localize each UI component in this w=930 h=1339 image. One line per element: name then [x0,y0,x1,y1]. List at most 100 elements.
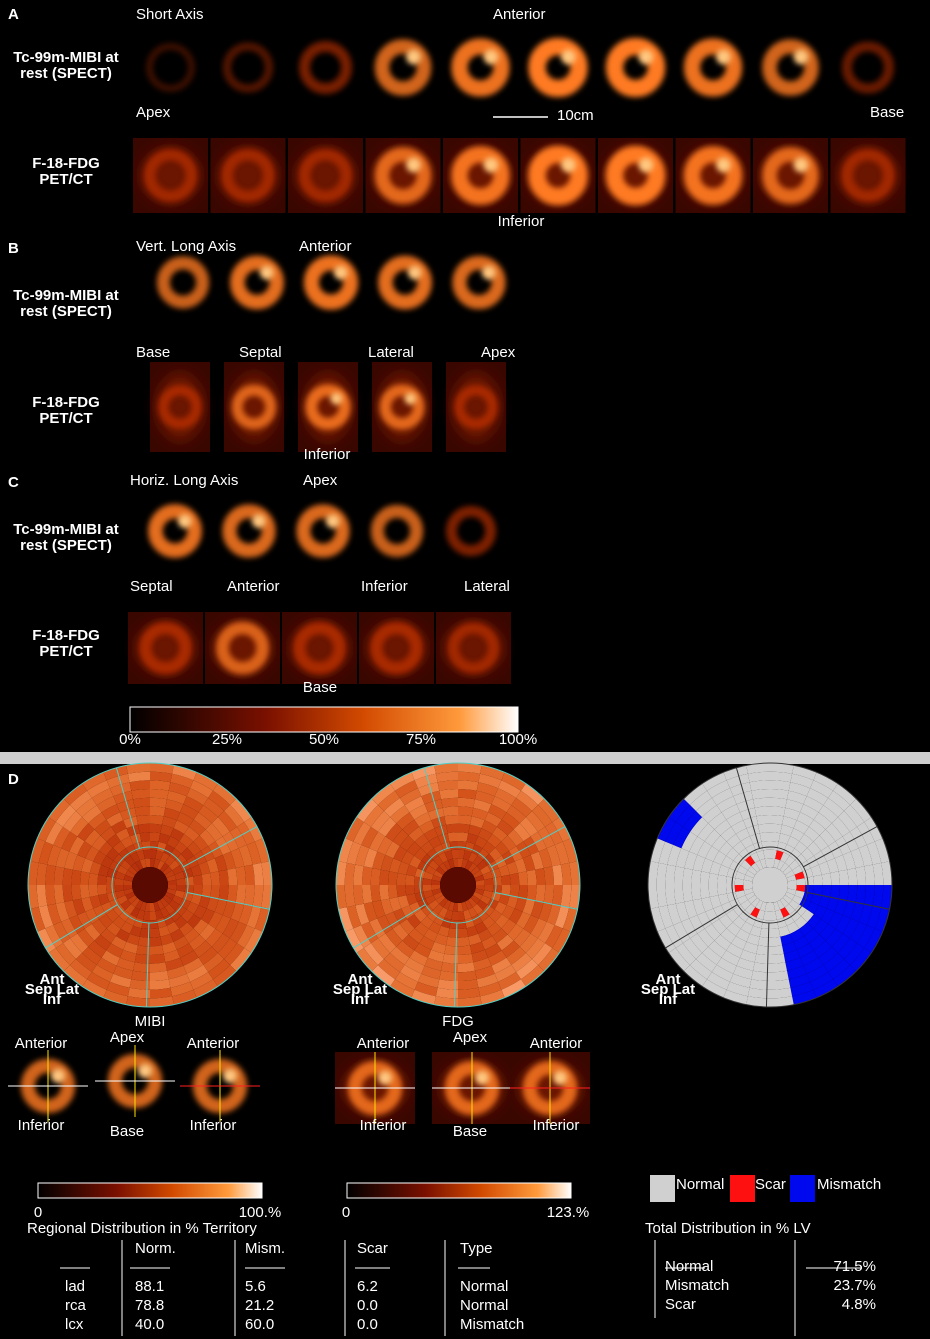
polar-segment [193,885,203,896]
legend-swatch [730,1175,755,1202]
table-cell: 4.8% [842,1296,876,1313]
polar-segment [173,936,189,950]
polar-segment [826,897,839,912]
polar-segment [522,854,536,872]
polar-segment [63,783,87,805]
polar-segment [133,962,150,973]
polar-segment [786,921,800,934]
scan-ring [451,146,510,205]
polar-segment [167,790,187,805]
polar-segment [188,934,206,951]
polar-segment [91,964,114,982]
view-label: Apex [453,1029,488,1046]
scale-label: 100.% [239,1204,282,1221]
polar-segment [370,885,381,902]
table-cell: 21.2 [245,1297,274,1314]
polar-segment [511,798,532,818]
polar-segment [118,848,131,860]
scan-ring [299,41,352,94]
polar-segment [434,762,458,774]
view-label: Anterior [530,1035,583,1052]
polar-segment [723,765,748,781]
legend-swatch [790,1175,815,1202]
polar-segment [476,782,499,797]
polar-segment [494,964,517,982]
polar-segment [193,940,212,958]
polar-segment [55,943,76,966]
polar-segment [162,866,173,875]
polar-segment [115,928,130,942]
polar-segment [498,864,510,877]
polar-segment [158,925,171,937]
polar-segment [79,871,90,885]
label: Apex [481,344,516,361]
polar-segment [759,928,770,938]
territory-line [807,892,890,910]
polar-segment [117,865,128,875]
polar-segment [770,858,776,868]
territory-line [423,767,449,849]
polar-segment [501,940,520,958]
polar-segment [487,834,502,848]
polar-segment [477,910,490,922]
polar-segment [726,922,741,936]
polar-segment [487,898,499,910]
polar-segment [91,788,114,806]
territory-line [803,826,878,868]
polar-segment [168,973,191,988]
polar-segment [82,946,102,965]
label: Base [870,104,904,121]
polar-segment [395,972,418,990]
polar-segment [501,772,526,791]
polar-segment [733,790,753,805]
polar-segment [420,916,434,929]
polar-segment [842,900,856,919]
polar-segment [179,834,194,848]
polar-segment [746,933,760,946]
polar-segment [99,841,113,856]
polar-segment [780,907,790,918]
polar-segment [461,901,469,912]
polar-segment [130,907,140,918]
polar-segment [85,908,99,924]
polar-segment [545,822,563,845]
polar-segment [473,891,483,900]
polar-segment [64,851,78,870]
polar-segment [810,780,833,798]
polar-segment [439,788,458,800]
polar-segment [184,928,200,944]
polar-segment [690,933,709,953]
polar-segment [176,943,194,958]
polar-segment [799,922,814,936]
polar-segment [560,862,572,885]
polar-segment [167,879,177,885]
scan-hot [177,514,192,529]
polar-segment [169,910,182,922]
view-label: Inferior [360,1117,407,1134]
polar-segment [675,804,696,827]
row-label: PET/CT [39,410,92,427]
scan-ring [841,148,895,203]
polar-segment [167,965,187,980]
polar-segment [705,908,719,924]
polar-segment [150,928,161,938]
polar-segment [734,885,744,892]
polar-segment [160,862,169,873]
polar-segment [377,836,393,855]
polar-segment [709,861,722,875]
polar-segment [363,848,378,868]
polar-segment [214,898,228,916]
label: Anterior [299,238,352,255]
scan-hot [406,157,421,173]
polar-segment [735,871,746,880]
polar-segment [408,928,424,944]
polar-segment [377,790,400,811]
polar-segment [125,891,135,900]
polar-segment [796,812,814,827]
polar-segment [537,921,555,944]
polar-segment [396,812,415,830]
scan-ring [379,384,425,430]
polar-segment [492,928,508,944]
polar-segment [99,914,113,929]
orientation: Ant [40,971,65,988]
